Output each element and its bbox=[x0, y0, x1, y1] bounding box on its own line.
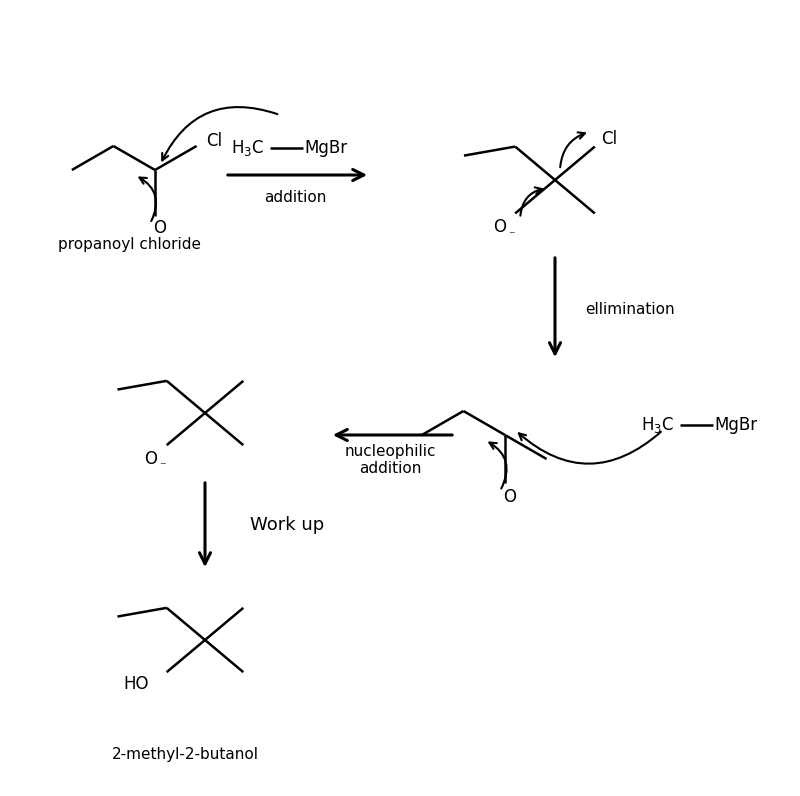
Text: nucleophilic
addition: nucleophilic addition bbox=[344, 444, 436, 476]
Text: MgBr: MgBr bbox=[305, 139, 347, 157]
Text: MgBr: MgBr bbox=[714, 416, 758, 434]
Text: H$_3$C: H$_3$C bbox=[231, 138, 265, 158]
Text: propanoyl chloride: propanoyl chloride bbox=[58, 237, 202, 252]
Text: O: O bbox=[493, 218, 506, 236]
Text: O: O bbox=[503, 488, 517, 506]
Text: H$_3$C: H$_3$C bbox=[642, 415, 674, 435]
Text: ⁻: ⁻ bbox=[159, 461, 166, 474]
Text: ellimination: ellimination bbox=[585, 302, 675, 318]
Text: Cl: Cl bbox=[601, 130, 617, 147]
Text: ⁻: ⁻ bbox=[508, 229, 514, 242]
Text: 2-methyl-2-butanol: 2-methyl-2-butanol bbox=[111, 747, 258, 763]
Text: addition: addition bbox=[264, 190, 326, 205]
Text: O: O bbox=[144, 451, 157, 468]
Text: Cl: Cl bbox=[206, 132, 222, 150]
Text: Work up: Work up bbox=[250, 516, 324, 534]
Text: HO: HO bbox=[123, 675, 149, 693]
Text: O: O bbox=[154, 219, 166, 236]
